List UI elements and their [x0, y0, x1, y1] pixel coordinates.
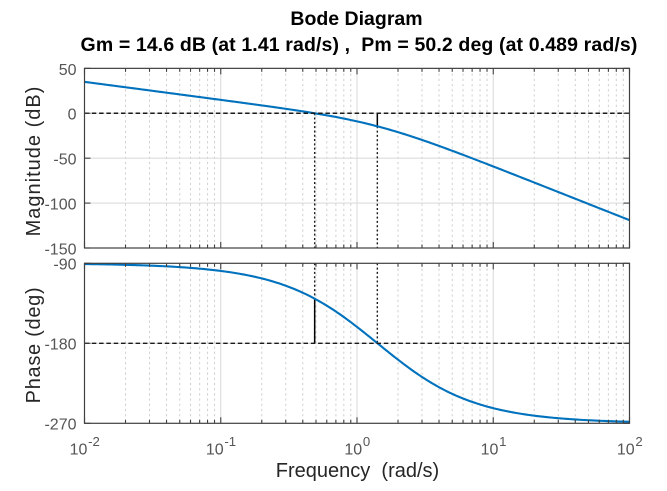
svg-text:Magnitude (dB): Magnitude (dB)	[23, 86, 45, 237]
svg-text:Phase (deg): Phase (deg)	[23, 287, 45, 404]
svg-text:-180: -180	[44, 337, 76, 354]
svg-text:2: 2	[635, 434, 642, 449]
svg-text:-90: -90	[53, 257, 76, 274]
svg-text:Frequency (rad/s): Frequency (rad/s)	[276, 460, 439, 482]
svg-text:-150: -150	[44, 241, 76, 258]
svg-text:-100: -100	[44, 196, 76, 213]
svg-text:10: 10	[70, 442, 88, 459]
svg-text:-1: -1	[224, 434, 236, 449]
svg-text:10: 10	[344, 442, 362, 459]
svg-text:-2: -2	[88, 434, 100, 449]
svg-text:10: 10	[206, 442, 224, 459]
svg-text:50: 50	[59, 62, 77, 79]
svg-text:0: 0	[68, 107, 77, 124]
svg-text:-50: -50	[53, 152, 76, 169]
svg-text:0: 0	[363, 434, 370, 449]
svg-text:Gm = 14.6 dB (at 1.41 rad/s) ,: Gm = 14.6 dB (at 1.41 rad/s) , Pm = 50.2…	[81, 34, 638, 56]
svg-text:10: 10	[481, 442, 499, 459]
svg-text:Bode Diagram: Bode Diagram	[290, 8, 422, 30]
svg-text:1: 1	[499, 434, 506, 449]
svg-text:10: 10	[617, 442, 635, 459]
svg-text:-270: -270	[44, 417, 76, 434]
